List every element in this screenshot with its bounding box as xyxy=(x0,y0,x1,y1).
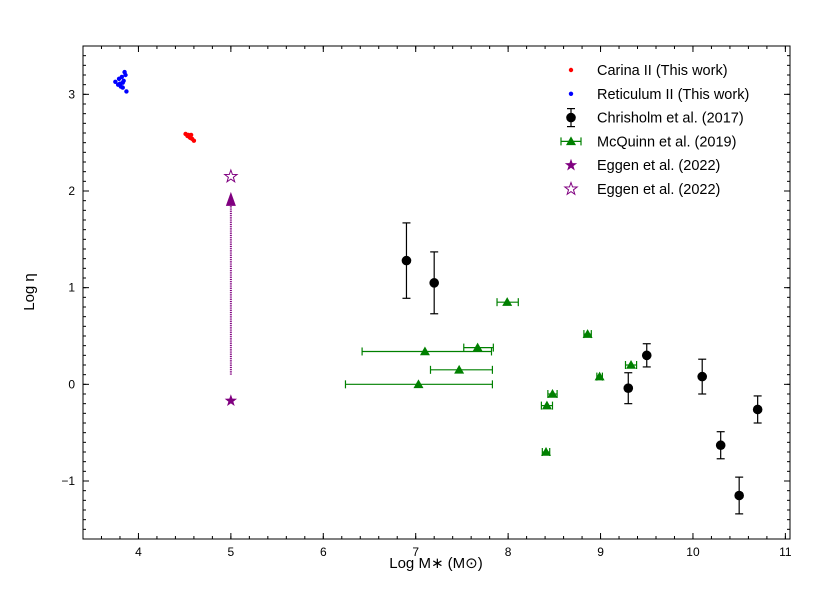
legend: Carina II (This work) Reticulum II (This … xyxy=(560,63,749,198)
x-axis-label: Log M∗ (M⊙) xyxy=(389,555,482,572)
legend-marker xyxy=(568,67,574,73)
plot-marks xyxy=(113,69,763,515)
x-tick-label: 11 xyxy=(779,545,792,559)
series-5 xyxy=(223,168,239,183)
y-tick-label: 0 xyxy=(68,377,75,391)
data-point xyxy=(502,297,513,306)
legend-marker xyxy=(564,158,578,171)
legend-marker xyxy=(563,180,579,196)
data-point xyxy=(113,79,118,84)
series-3 xyxy=(344,297,638,456)
series-0 xyxy=(183,131,197,143)
legend-marker xyxy=(568,91,574,97)
y-tick-label: 2 xyxy=(68,184,75,198)
legend-label: Eggen et al. (2022) xyxy=(597,158,720,174)
y-axis-label: Log η xyxy=(21,273,38,311)
x-tick-label: 7 xyxy=(412,545,419,559)
data-point xyxy=(119,74,125,80)
data-point xyxy=(186,132,191,138)
data-point xyxy=(123,72,128,78)
data-point xyxy=(429,278,439,288)
legend-marker xyxy=(566,112,576,123)
series-4 xyxy=(224,394,238,407)
data-point xyxy=(734,490,744,501)
y-tick-label: −1 xyxy=(61,474,75,488)
series-2 xyxy=(401,222,763,515)
axis-ticks: 4 5 6 7 8 9 10 11 −1 0 1 2 3 xyxy=(61,46,792,559)
data-point xyxy=(413,379,424,389)
plot-frame xyxy=(82,45,791,540)
data-point xyxy=(191,138,197,143)
x-tick-label: 10 xyxy=(686,545,700,559)
legend-label: McQuinn et al. (2019) xyxy=(597,134,736,150)
data-point xyxy=(582,329,593,338)
data-point xyxy=(541,447,552,456)
legend-label: Chrisholm et al. (2017) xyxy=(597,111,744,127)
data-point xyxy=(120,80,125,85)
data-point xyxy=(472,342,483,352)
x-tick-label: 4 xyxy=(135,545,142,559)
y-tick-label: 1 xyxy=(68,281,75,295)
data-point xyxy=(752,404,763,415)
data-point xyxy=(715,440,726,451)
data-point xyxy=(697,371,708,382)
x-tick-label: 9 xyxy=(597,545,604,559)
data-point xyxy=(623,383,634,394)
data-point xyxy=(118,84,124,89)
data-point xyxy=(401,255,412,266)
data-point xyxy=(541,400,552,410)
data-point xyxy=(419,346,430,356)
data-point xyxy=(594,371,605,381)
legend-label: Reticulum II (This work) xyxy=(597,87,749,103)
data-point xyxy=(641,350,652,361)
data-point xyxy=(223,168,239,183)
x-tick-label: 8 xyxy=(505,545,512,559)
data-point xyxy=(454,364,465,374)
legend-label: Eggen et al. (2022) xyxy=(597,182,720,198)
data-point xyxy=(224,394,238,407)
series-1 xyxy=(113,69,129,94)
legend-label: Carina II (This work) xyxy=(597,63,728,79)
x-tick-label: 6 xyxy=(320,545,327,559)
data-point xyxy=(626,360,637,369)
arrow-head xyxy=(225,191,236,206)
x-tick-label: 5 xyxy=(228,545,235,559)
legend-marker xyxy=(566,136,576,146)
data-point xyxy=(124,89,129,94)
data-point xyxy=(547,389,558,398)
y-tick-label: 3 xyxy=(68,87,75,101)
